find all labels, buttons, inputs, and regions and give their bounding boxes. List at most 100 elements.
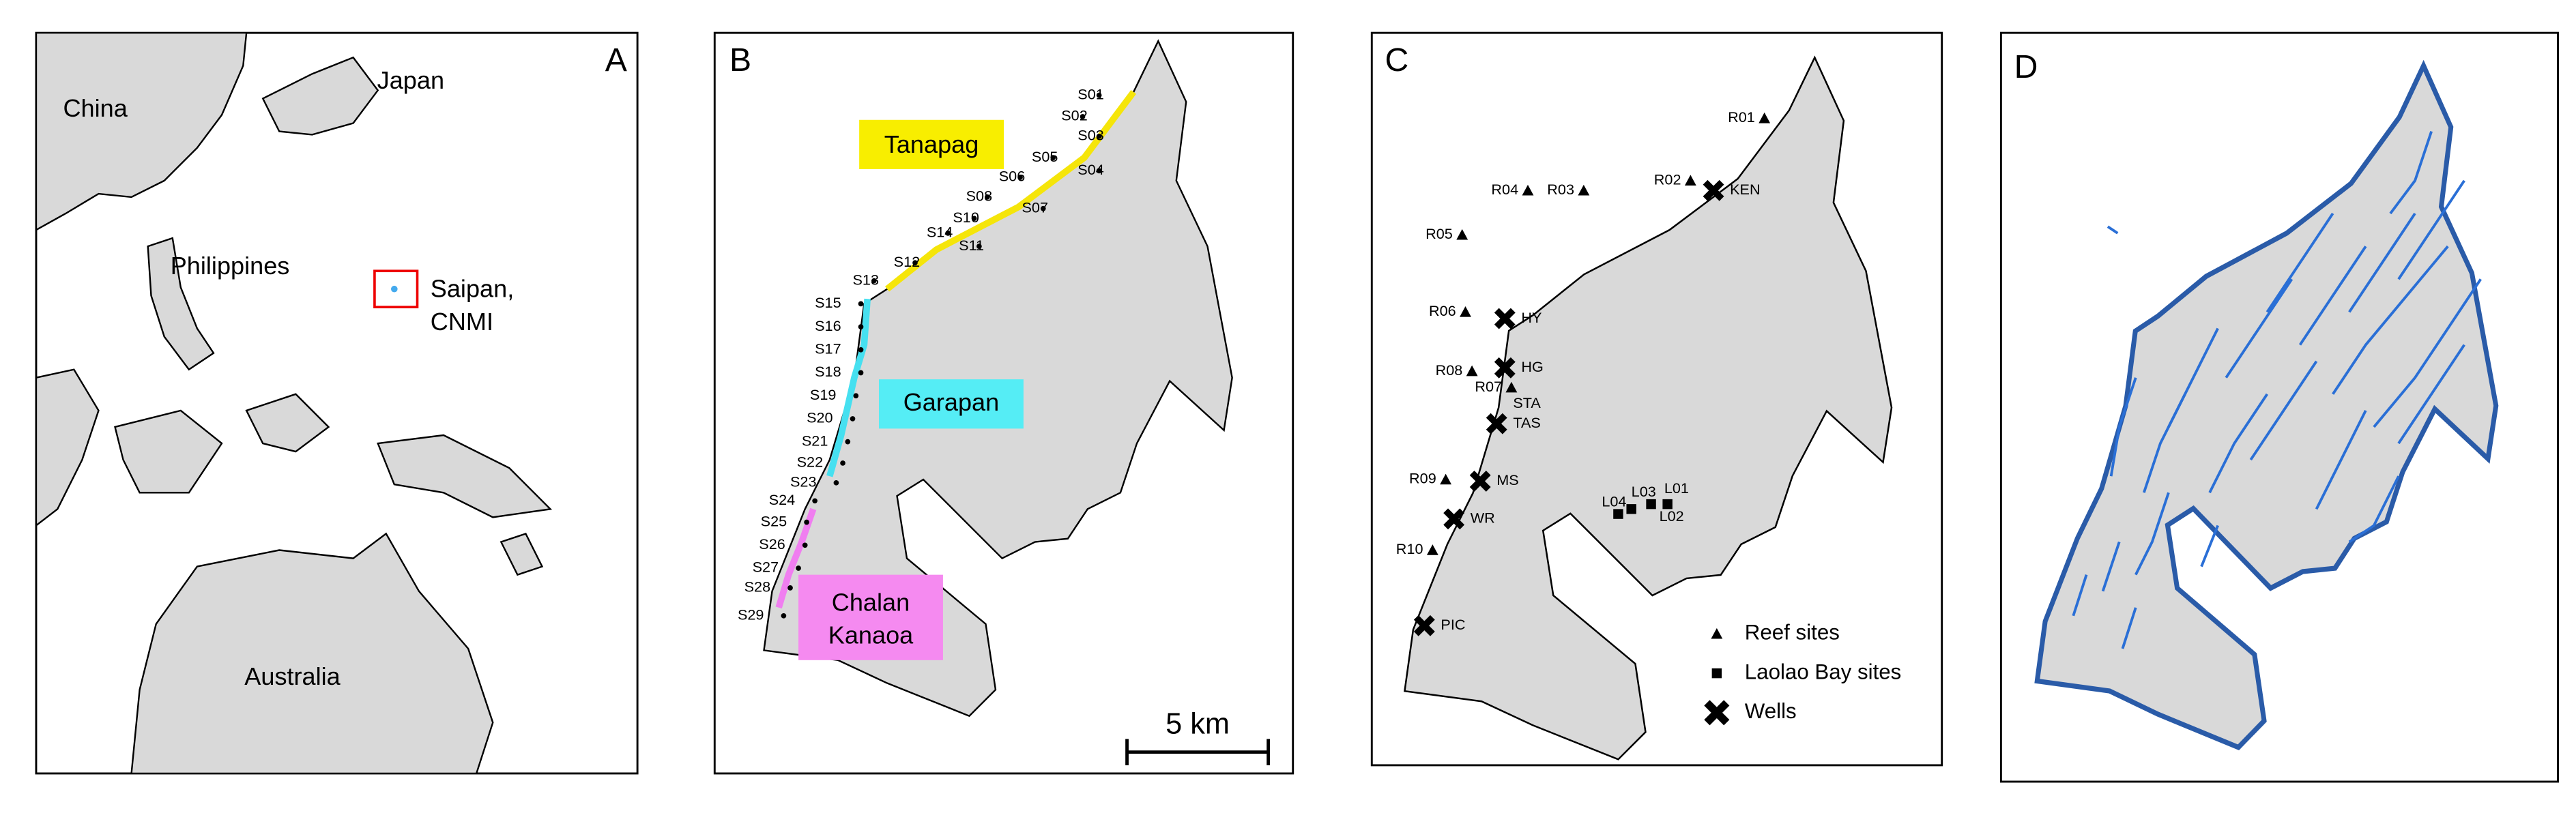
site-dot: [858, 324, 864, 329]
site-label: S18: [815, 363, 841, 380]
site-label: S28: [744, 578, 771, 595]
site-label: S07: [1022, 198, 1048, 216]
place-label: Australia: [244, 662, 341, 690]
site-dot: [1096, 92, 1102, 98]
site-dot: [912, 260, 918, 266]
site-label: WR: [1471, 510, 1495, 527]
basemap: [35, 33, 553, 773]
site-label: S01: [1077, 85, 1104, 102]
site-label: R02: [1654, 171, 1681, 188]
site-dot: [1080, 114, 1086, 119]
legend-label: Wells: [1745, 699, 1797, 723]
scale-label: 5 km: [1166, 708, 1230, 741]
place-label: Japan: [377, 66, 444, 94]
reef-marker: [1460, 306, 1471, 317]
labels: A B C D China Japan Philippines Saipan, CNMI Aust…: [63, 42, 2038, 740]
site-label: R07: [1475, 378, 1502, 395]
region-label: Garapan: [903, 388, 1000, 416]
reef-marker: [1684, 175, 1696, 186]
site-label: S08: [966, 188, 993, 205]
laolao-marker: [1711, 668, 1722, 679]
site-label: L04: [1602, 492, 1626, 510]
site-label: S13: [852, 271, 879, 288]
site-dot: [781, 613, 787, 619]
panel-letter: D: [2014, 48, 2038, 85]
site-label: S05: [1032, 148, 1058, 165]
laolao-marker: [1613, 509, 1623, 519]
region-label: Tanapag: [884, 130, 979, 158]
panel-b: [713, 31, 1294, 775]
site-label: HG: [1521, 358, 1543, 375]
site-label: R04: [1491, 181, 1518, 198]
site-dot: [1017, 175, 1023, 180]
site-dot: [971, 216, 977, 222]
well-marker: [1494, 357, 1516, 379]
site-label: S24: [769, 491, 796, 508]
site-label: S02: [1061, 107, 1088, 124]
streams: [2072, 131, 2482, 649]
site-dot: [840, 460, 845, 466]
site-dot: [845, 439, 851, 445]
site-dot: [833, 480, 839, 486]
panel-c: [1370, 31, 1943, 767]
panel-letter: C: [1385, 42, 1409, 78]
site-label: L02: [1660, 507, 1684, 525]
site-label: S17: [815, 340, 841, 357]
place-label: China: [63, 94, 128, 122]
site-label: S15: [815, 294, 841, 311]
well-marker: [1486, 413, 1507, 434]
site-dot: [853, 393, 859, 399]
panel-a: [35, 31, 639, 775]
site-dot: [1096, 133, 1102, 139]
well-marker: [1443, 508, 1465, 530]
site-dot: [787, 585, 793, 591]
site-label: S21: [802, 432, 828, 449]
site-dot: [976, 244, 982, 249]
site-dot: [1040, 205, 1046, 211]
panel-d: [1999, 31, 2559, 783]
site-dot: [871, 278, 877, 284]
site-label: PIC: [1441, 616, 1465, 633]
reef-marker: [1466, 365, 1478, 377]
laolao-marker: [1662, 499, 1673, 510]
inset-box: [373, 269, 419, 309]
site-dot: [850, 416, 856, 422]
site-dot: [858, 346, 864, 353]
site-dot: [812, 498, 817, 504]
site-dot: [858, 301, 864, 307]
site-label: S19: [810, 386, 837, 403]
site-label: S03: [1077, 127, 1104, 144]
reef-marker: [1522, 184, 1534, 196]
well-marker: [1469, 470, 1491, 492]
site-label: MS: [1496, 471, 1518, 488]
chalan-kanoa-coast: [775, 507, 817, 609]
reef-marker: [1578, 184, 1590, 196]
site-label: S27: [753, 559, 779, 576]
site-dot: [802, 542, 808, 548]
reef-marker: [1440, 473, 1452, 485]
site-label: S25: [761, 512, 787, 529]
reef-marker: [1426, 544, 1438, 555]
reef-marker: [1505, 381, 1518, 393]
site-label: S26: [759, 535, 785, 552]
region-box: [859, 119, 1004, 169]
site-label: S14: [927, 224, 953, 241]
site-label: R01: [1728, 108, 1755, 126]
site-label: S23: [790, 473, 817, 490]
site-label: L01: [1664, 480, 1689, 497]
region-label: Chalan: [832, 589, 910, 617]
site-label: S12: [894, 253, 921, 270]
place-label: CNMI: [431, 308, 493, 336]
site-dot: [1050, 155, 1056, 160]
site-label: KEN: [1730, 181, 1761, 198]
site-dot: [804, 519, 809, 525]
laolao-marker: [1646, 499, 1656, 510]
well-marker: [1703, 179, 1724, 201]
site-label: S06: [999, 168, 1026, 185]
legend-label: Reef sites: [1745, 621, 1840, 645]
garapan-coast: [826, 298, 871, 477]
laolao-marker: [1626, 504, 1636, 514]
site-label: R03: [1547, 181, 1574, 198]
well-marker: [1704, 700, 1730, 726]
reef-marker: [1711, 628, 1723, 639]
